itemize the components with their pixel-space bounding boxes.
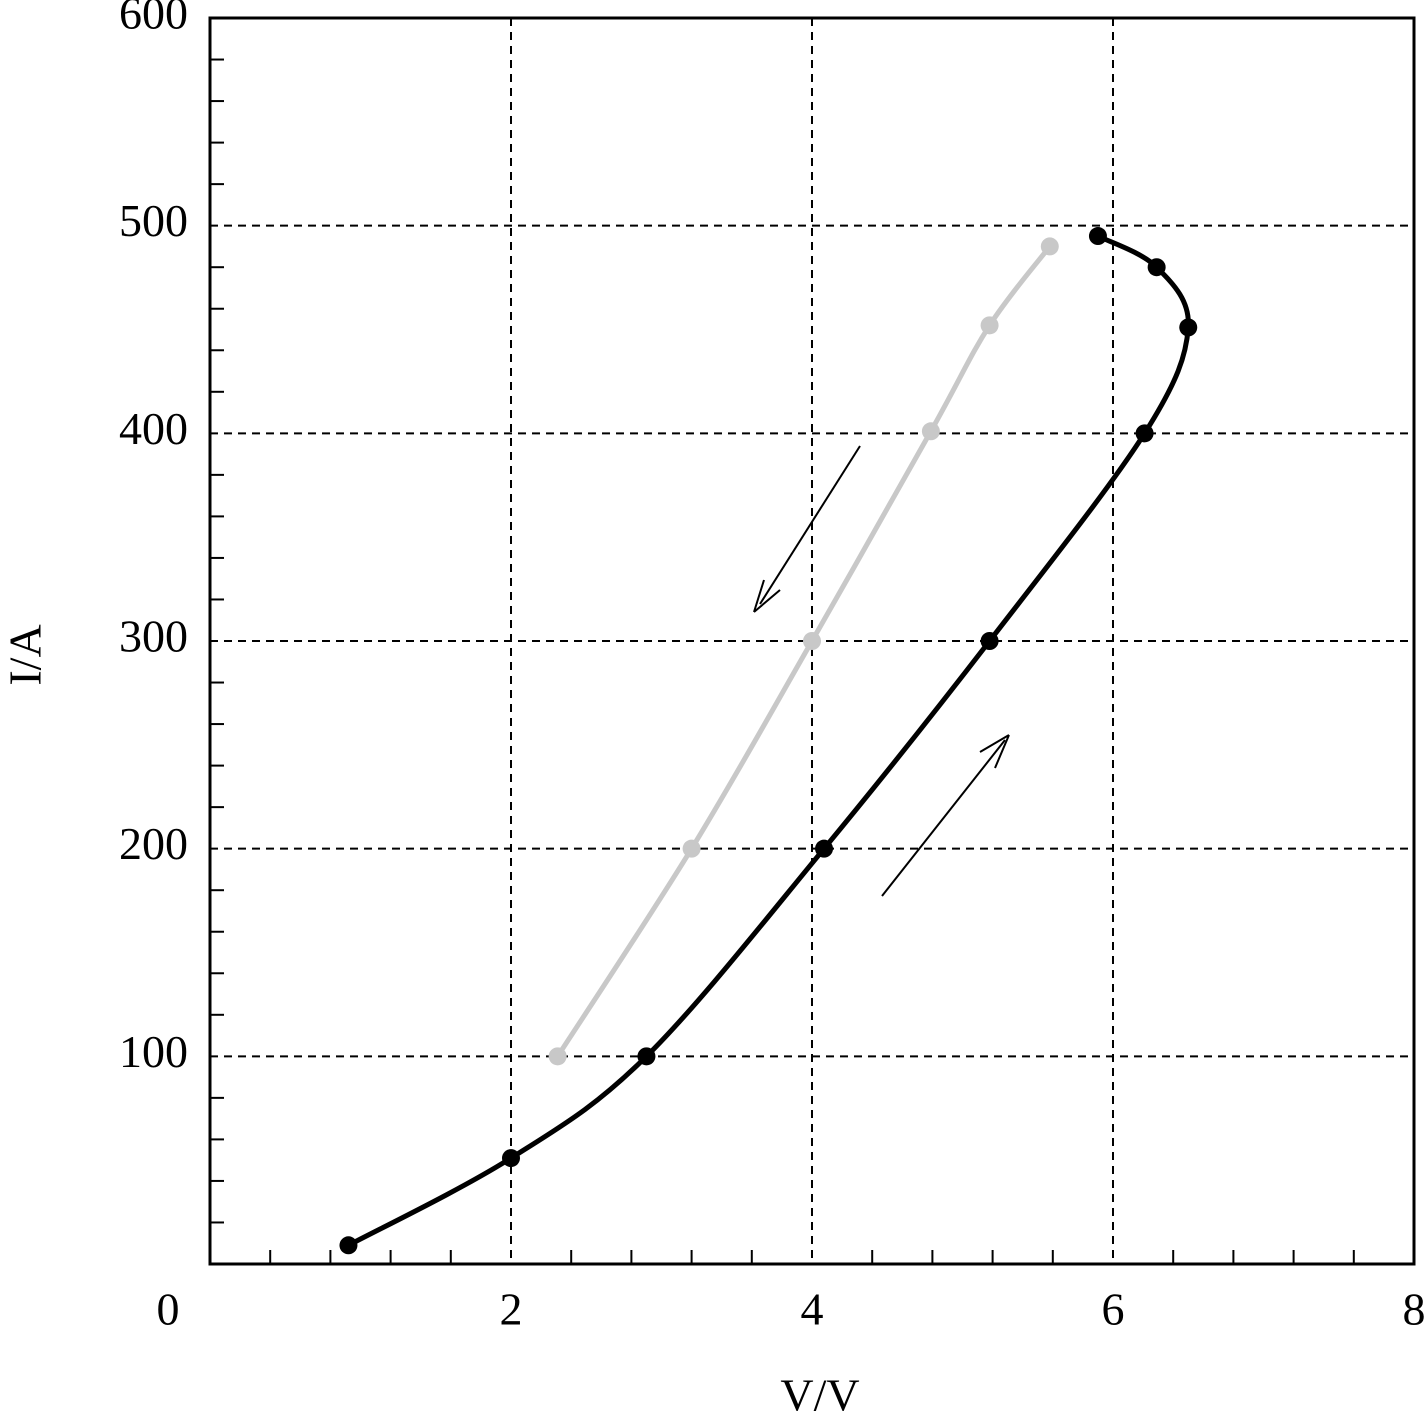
data-point xyxy=(682,839,701,858)
x-tick-label: 0 xyxy=(157,1284,180,1335)
data-point xyxy=(980,632,999,650)
y-tick-label: 500 xyxy=(119,195,188,246)
x-tick-label: 4 xyxy=(801,1284,824,1335)
y-tick-label: 300 xyxy=(119,611,188,662)
data-point xyxy=(921,422,940,441)
series-line xyxy=(347,233,1191,1248)
data-point xyxy=(980,316,999,335)
data-point xyxy=(1147,258,1166,277)
data-point xyxy=(803,632,821,650)
x-tick-label: 6 xyxy=(1102,1284,1125,1335)
data-point xyxy=(815,839,834,858)
data-point xyxy=(1040,237,1059,256)
y-tick-label: 600 xyxy=(119,0,188,39)
data-point xyxy=(637,1047,656,1066)
x-tick-label: 8 xyxy=(1403,1284,1425,1335)
y-axis-label: I/A xyxy=(0,624,51,685)
x-axis-label: V/V xyxy=(780,1370,859,1421)
arrow-down xyxy=(753,445,861,613)
data-point xyxy=(339,1236,358,1255)
plot-frame xyxy=(208,16,1416,1266)
series-line xyxy=(555,244,1052,1058)
data-point xyxy=(548,1047,567,1066)
data-point xyxy=(1088,227,1107,246)
y-tick-label: 100 xyxy=(119,1026,188,1077)
y-tick-label: 200 xyxy=(119,818,188,869)
data-point xyxy=(502,1149,520,1168)
data-point xyxy=(1135,424,1154,443)
arrow-up xyxy=(881,734,1010,897)
x-tick-label: 2 xyxy=(500,1284,523,1335)
y-tick-label: 400 xyxy=(119,403,188,454)
data-point xyxy=(1179,318,1198,337)
